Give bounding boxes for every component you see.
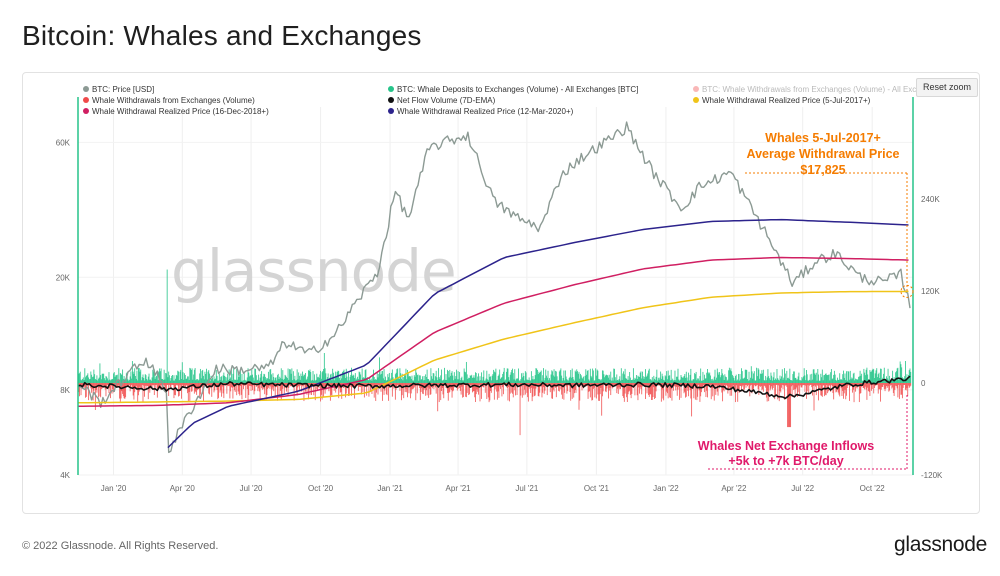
annotation-pink-line: Whales Net Exchange Inflows [698, 439, 874, 453]
x-tick-label: Jul '20 [240, 484, 263, 493]
series-line-whale-withdrawal-realized-price-12-mar-2020 [167, 218, 909, 449]
annotation-orange-marker [900, 284, 914, 298]
annotations: Whales 5-Jul-2017+ Average Withdrawal Pri… [698, 131, 914, 470]
series-line-net-flow-volume-7d-ema [77, 375, 911, 400]
x-tick-label: Jul '21 [515, 484, 538, 493]
legend-marker [83, 86, 89, 92]
legend-marker [388, 86, 394, 92]
annotation-orange-line: Average Withdrawal Price [747, 147, 900, 161]
legend-label: Whale Withdrawal Realized Price (16-Dec-… [92, 107, 269, 116]
brand-logo: glassnode [894, 533, 988, 556]
x-tick-label: Jul '22 [791, 484, 814, 493]
legend-marker [693, 97, 699, 103]
chart[interactable]: glassnode Jan '20 Apr '20 Jul '20 Oct '20 Ja… [23, 73, 979, 513]
y-left-tick-label: 60K [56, 138, 71, 147]
x-tick-label: Oct '22 [860, 484, 886, 493]
series-line-whale-withdrawal-realized-price-16-dec-2018 [77, 256, 909, 408]
y-right-tick-label: 240K [921, 195, 940, 204]
watermark: glassnode [171, 237, 456, 305]
annotation-orange-line: Whales 5-Jul-2017+ [765, 131, 881, 145]
legend-item[interactable]: BTC: Whale Deposits to Exchanges (Volume… [388, 85, 638, 94]
legend-label: BTC: Price [USD] [92, 85, 154, 94]
series-lines [77, 121, 911, 454]
page-title: Bitcoin: Whales and Exchanges [22, 20, 422, 51]
y-right-tick-label: 0 [921, 379, 926, 388]
reset-zoom-button[interactable]: Reset zoom [916, 78, 978, 97]
copyright-footer: © 2022 Glassnode. All Rights Reserved. [22, 540, 219, 552]
x-tick-label: Apr '20 [170, 484, 196, 493]
flow-bars [77, 269, 912, 436]
chart-grid [78, 107, 913, 476]
x-tick-label: Oct '20 [308, 484, 334, 493]
legend-item[interactable]: BTC: Price [USD] [83, 85, 154, 94]
legend-marker [83, 108, 89, 114]
axes: Jan '20 Apr '20 Jul '20 Oct '20 Jan '21 Apr '… [56, 97, 943, 493]
legend-label: Whale Withdrawal Realized Price (12-Mar-… [397, 107, 574, 116]
legend-label: BTC: Whale Withdrawals from Exchanges (V… [702, 85, 921, 94]
legend-item[interactable]: BTC: Whale Withdrawals from Exchanges (V… [693, 85, 921, 94]
x-tick-label: Jan '22 [653, 484, 679, 493]
y-right-tick-label: -120K [921, 471, 943, 480]
series-line-whale-withdrawal-realized-price-5-jul-2017 [77, 290, 909, 404]
x-tick-label: Apr '22 [721, 484, 747, 493]
y-left-tick-label: 8K [60, 386, 70, 395]
legend-label: Net Flow Volume (7D-EMA) [397, 96, 496, 105]
legend-label: BTC: Whale Deposits to Exchanges (Volume… [397, 85, 638, 94]
legend-item[interactable]: Net Flow Volume (7D-EMA) [388, 96, 496, 105]
legend-label: Whale Withdrawal Realized Price (5-Jul-2… [702, 96, 871, 105]
annotation-orange-line: $17,825 [800, 163, 845, 177]
x-tick-label: Apr '21 [446, 484, 472, 493]
chart-panel: glassnode Jan '20 Apr '20 Jul '20 Oct '20 Ja… [22, 72, 980, 514]
legend-item[interactable]: Whale Withdrawal Realized Price (12-Mar-… [388, 107, 574, 116]
legend-marker [693, 86, 699, 92]
legend-marker [83, 97, 89, 103]
y-left-tick-label: 4K [60, 471, 70, 480]
annotation-pink-line: +5k to +7k BTC/day [728, 454, 843, 468]
series-line-btc-price-usd [77, 121, 911, 454]
x-tick-label: Jan '20 [101, 484, 127, 493]
legend-item[interactable]: Whale Withdrawals from Exchanges (Volume… [83, 96, 255, 105]
legend-item[interactable]: Whale Withdrawal Realized Price (16-Dec-… [83, 107, 269, 116]
x-tick-label: Oct '21 [584, 484, 610, 493]
y-right-tick-label: 120K [921, 287, 940, 296]
y-left-tick-label: 20K [56, 273, 71, 282]
legend-item[interactable]: Whale Withdrawal Realized Price (5-Jul-2… [693, 96, 871, 105]
x-tick-label: Jan '21 [377, 484, 403, 493]
legend: BTC: Price [USD] BTC: Whale Deposits to E… [83, 85, 921, 116]
legend-label: Whale Withdrawals from Exchanges (Volume… [92, 96, 255, 105]
legend-marker [388, 108, 394, 114]
legend-marker [388, 97, 394, 103]
